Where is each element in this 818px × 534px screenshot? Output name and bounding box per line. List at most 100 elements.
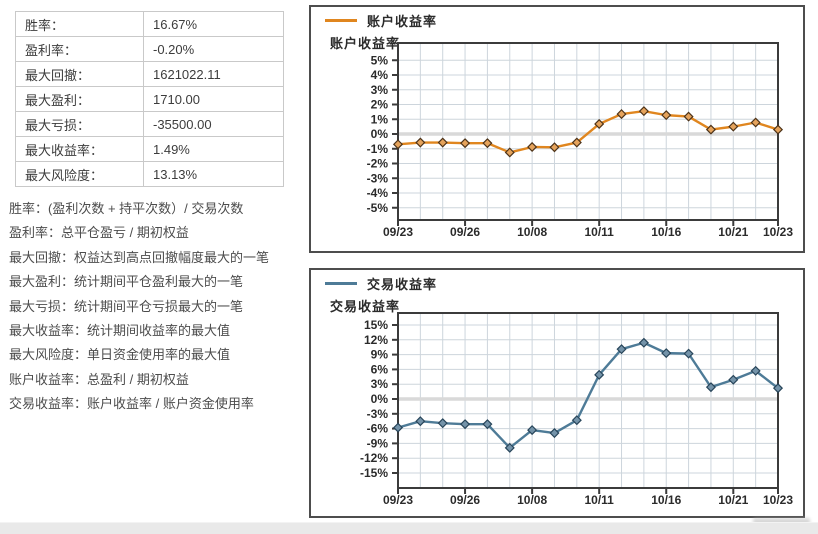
data-point-marker bbox=[504, 147, 515, 158]
x-tick-label: 09/23 bbox=[383, 493, 413, 507]
y-tick-label: -12% bbox=[360, 451, 388, 465]
data-point-marker bbox=[437, 418, 448, 429]
table-row: 最大回撤： 1621022.11 bbox=[15, 61, 284, 87]
page-bottom-strip bbox=[0, 522, 818, 534]
x-tick-label: 10/11 bbox=[584, 225, 614, 239]
legend-account-return: 账户收益率 bbox=[325, 13, 438, 29]
y-tick-label: -1% bbox=[367, 142, 389, 156]
y-tick-label: -9% bbox=[367, 436, 389, 450]
stat-value: -35500.00 bbox=[143, 111, 284, 137]
y-tick-label: -5% bbox=[367, 201, 389, 215]
stat-label: 最大盈利： bbox=[15, 86, 144, 112]
data-point-marker bbox=[527, 141, 538, 153]
stat-value: 1.49% bbox=[143, 136, 284, 162]
data-point-marker bbox=[705, 124, 716, 135]
data-point-marker bbox=[482, 419, 493, 430]
stat-label: 最大风险度： bbox=[15, 161, 144, 187]
x-tick-label: 09/23 bbox=[383, 225, 413, 239]
data-point-marker bbox=[638, 337, 649, 348]
data-point-marker bbox=[750, 117, 761, 128]
data-point-marker bbox=[460, 138, 471, 149]
data-point-marker bbox=[638, 106, 649, 117]
definition-line: 最大风险度：单日资金使用率的最大值 bbox=[9, 347, 231, 363]
legend-label-trade-return: 交易收益率 bbox=[367, 276, 438, 292]
data-point-marker bbox=[661, 348, 672, 359]
data-point-marker bbox=[392, 422, 404, 433]
y-tick-label: 2% bbox=[371, 98, 389, 112]
y-axis-title-account-return: 账户收益率 bbox=[330, 36, 401, 51]
data-point-marker bbox=[616, 109, 627, 120]
data-point-marker bbox=[683, 111, 694, 122]
x-tick-label: 10/23 bbox=[763, 493, 793, 507]
definition-line: 账户收益率：总盈利 / 期初权益 bbox=[9, 371, 189, 387]
definition-line: 交易收益率：账户收益率 / 账户资金使用率 bbox=[9, 396, 254, 412]
data-point-marker bbox=[527, 425, 538, 436]
definition-line: 胜率：(盈利次数 + 持平次数）/ 交易次数 bbox=[9, 201, 244, 216]
y-tick-label: 15% bbox=[364, 318, 388, 332]
stat-value: -0.20% bbox=[143, 36, 284, 62]
x-tick-label: 10/08 bbox=[517, 493, 547, 507]
data-point-marker bbox=[415, 416, 426, 427]
legend-trade-return: 交易收益率 bbox=[325, 276, 438, 292]
data-point-marker bbox=[594, 369, 605, 380]
series-line bbox=[396, 341, 780, 450]
y-tick-label: -3% bbox=[367, 407, 389, 421]
definition-line: 最大回撤：权益达到高点回撤幅度最大的一笔 bbox=[9, 249, 270, 265]
account-return-chart-box: 账户收益率 账户收益率 5% 4% 3% 2% 1% 0% -1% -2% -3% -4% -5% 0… bbox=[309, 5, 805, 253]
x-tick-label: 10/11 bbox=[584, 493, 614, 507]
table-row: 最大亏损： -35500.00 bbox=[15, 111, 284, 137]
data-point-marker bbox=[437, 137, 448, 148]
data-point-marker bbox=[482, 138, 493, 149]
data-point-marker bbox=[549, 142, 560, 153]
stat-value: 1710.00 bbox=[143, 86, 284, 112]
x-tick-label: 10/08 bbox=[517, 225, 547, 239]
definition-line: 最大盈利：统计期间平仓盈利最大的一笔 bbox=[9, 274, 244, 290]
data-point-marker bbox=[571, 415, 582, 426]
x-tick-label: 09/26 bbox=[450, 493, 480, 507]
table-row: 胜率： 16.67% bbox=[15, 11, 284, 37]
stat-label: 最大亏损： bbox=[15, 111, 144, 137]
data-point-marker bbox=[705, 382, 716, 393]
stat-label: 胜率： bbox=[15, 11, 144, 37]
x-tick-label: 09/26 bbox=[450, 225, 480, 239]
x-tick-label: 10/16 bbox=[651, 493, 681, 507]
y-tick-label: 4% bbox=[371, 68, 389, 82]
stat-label: 最大回撤： bbox=[15, 61, 144, 87]
x-tick-label: 10/21 bbox=[718, 225, 748, 239]
table-row: 最大收益率： 1.49% bbox=[15, 136, 284, 162]
y-tick-label: 1% bbox=[371, 112, 389, 126]
data-point-marker bbox=[549, 427, 560, 439]
data-point-marker bbox=[728, 121, 739, 132]
data-point-marker bbox=[594, 118, 605, 130]
y-tick-label: 3% bbox=[371, 377, 389, 391]
trade-return-chart-box: 交易收益率 交易收益率 15% 12% 9% 6% 3% 0% -3% -6% -9% -12% -… bbox=[309, 268, 805, 518]
y-tick-label: 0% bbox=[371, 127, 389, 141]
stat-value: 1621022.11 bbox=[143, 61, 284, 87]
y-tick-label: 3% bbox=[371, 83, 389, 97]
data-point-marker bbox=[728, 374, 739, 385]
y-tick-label: -3% bbox=[367, 171, 389, 185]
data-point-marker bbox=[392, 139, 404, 150]
y-tick-label: -6% bbox=[367, 422, 389, 436]
stats-table-body: 胜率： 16.67% 盈利率： -0.20% 最大回撤： 1621022.11 最大盈利： 1… bbox=[15, 11, 284, 187]
x-tick-label: 10/16 bbox=[651, 225, 681, 239]
account-return-chart: 5%4%3%2%1%0%-1%-2%-3%-4%-5% 09/23 09/26 10/… bbox=[367, 42, 793, 239]
y-tick-label: 12% bbox=[364, 333, 388, 347]
y-axis-title-trade-return: 交易收益率 bbox=[330, 299, 401, 314]
y-tick-label: 6% bbox=[371, 362, 389, 376]
legend-line-trade-return bbox=[325, 281, 357, 285]
stat-label: 最大收益率： bbox=[15, 136, 144, 162]
table-row: 盈利率： -0.20% bbox=[15, 36, 284, 62]
legend-label-account-return: 账户收益率 bbox=[367, 13, 438, 29]
table-row: 最大风险度： 13.13% bbox=[15, 161, 284, 187]
definition-line: 最大亏损：统计期间平仓亏损最大的一笔 bbox=[9, 298, 244, 314]
definition-line: 盈利率：总平仓盈亏 / 期初权益 bbox=[9, 225, 189, 241]
y-tick-label: -4% bbox=[367, 186, 389, 200]
y-tick-label: 5% bbox=[371, 53, 389, 67]
x-tick-label: 10/21 bbox=[718, 493, 748, 507]
stat-label: 盈利率： bbox=[15, 36, 144, 62]
data-point-marker bbox=[460, 419, 471, 430]
y-tick-label: 9% bbox=[371, 348, 389, 362]
trade-return-chart: 15%12%9%6%3%0%-3%-6%-9%-12%-15% 09/23 09/2… bbox=[360, 312, 793, 507]
